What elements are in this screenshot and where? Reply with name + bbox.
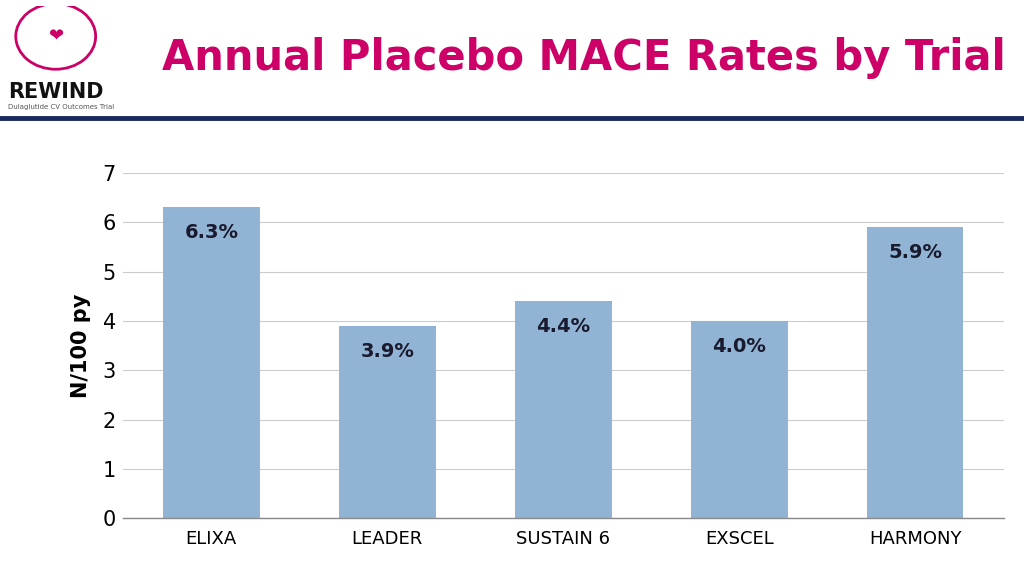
Text: 4.4%: 4.4% <box>537 317 590 336</box>
Text: Annual Placebo MACE Rates by Trial: Annual Placebo MACE Rates by Trial <box>162 37 1006 79</box>
Text: 6.3%: 6.3% <box>184 223 239 242</box>
Y-axis label: N/100 py: N/100 py <box>72 293 91 398</box>
Bar <box>866 227 964 518</box>
Bar <box>163 207 260 518</box>
Bar <box>691 321 787 518</box>
Text: ❤: ❤ <box>48 28 63 46</box>
Text: Dulaglutide CV Outcomes Trial: Dulaglutide CV Outcomes Trial <box>8 104 114 110</box>
Text: REWIND: REWIND <box>8 82 103 103</box>
Bar <box>339 326 435 518</box>
Bar <box>515 301 611 518</box>
Text: 5.9%: 5.9% <box>888 243 942 262</box>
Text: 3.9%: 3.9% <box>360 342 414 361</box>
Text: 4.0%: 4.0% <box>713 337 766 356</box>
